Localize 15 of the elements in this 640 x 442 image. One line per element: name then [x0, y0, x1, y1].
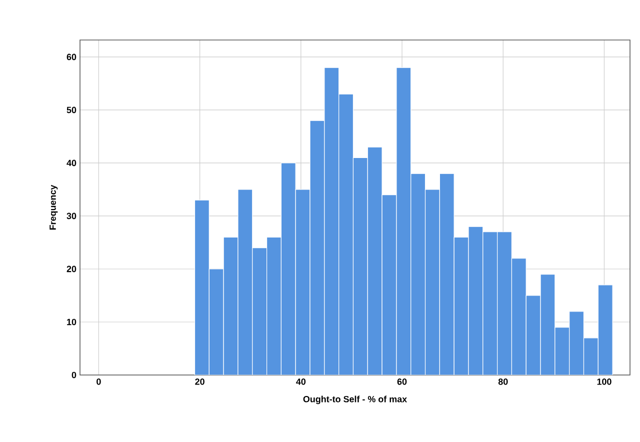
y-tick-label: 50 — [66, 106, 76, 114]
y-tick-label: 20 — [66, 266, 76, 272]
x-tick-label: 60 — [397, 378, 407, 385]
y-tick-label: 60 — [66, 54, 76, 60]
x-tick-label: 100 — [597, 378, 612, 385]
x-tick-label: 20 — [195, 378, 204, 385]
x-axis-title: Ought-to Self - % of max — [303, 396, 407, 404]
y-axis-title: Frequency — [50, 184, 58, 230]
x-tick-label: 80 — [498, 378, 508, 385]
y-tick-label: 30 — [66, 212, 76, 220]
y-tick-label: 10 — [67, 318, 76, 326]
y-tick-label: 40 — [66, 160, 76, 166]
y-tick-label: 0 — [72, 372, 76, 378]
x-tick-label: 0 — [96, 378, 101, 385]
x-tick-label: 40 — [296, 378, 306, 385]
